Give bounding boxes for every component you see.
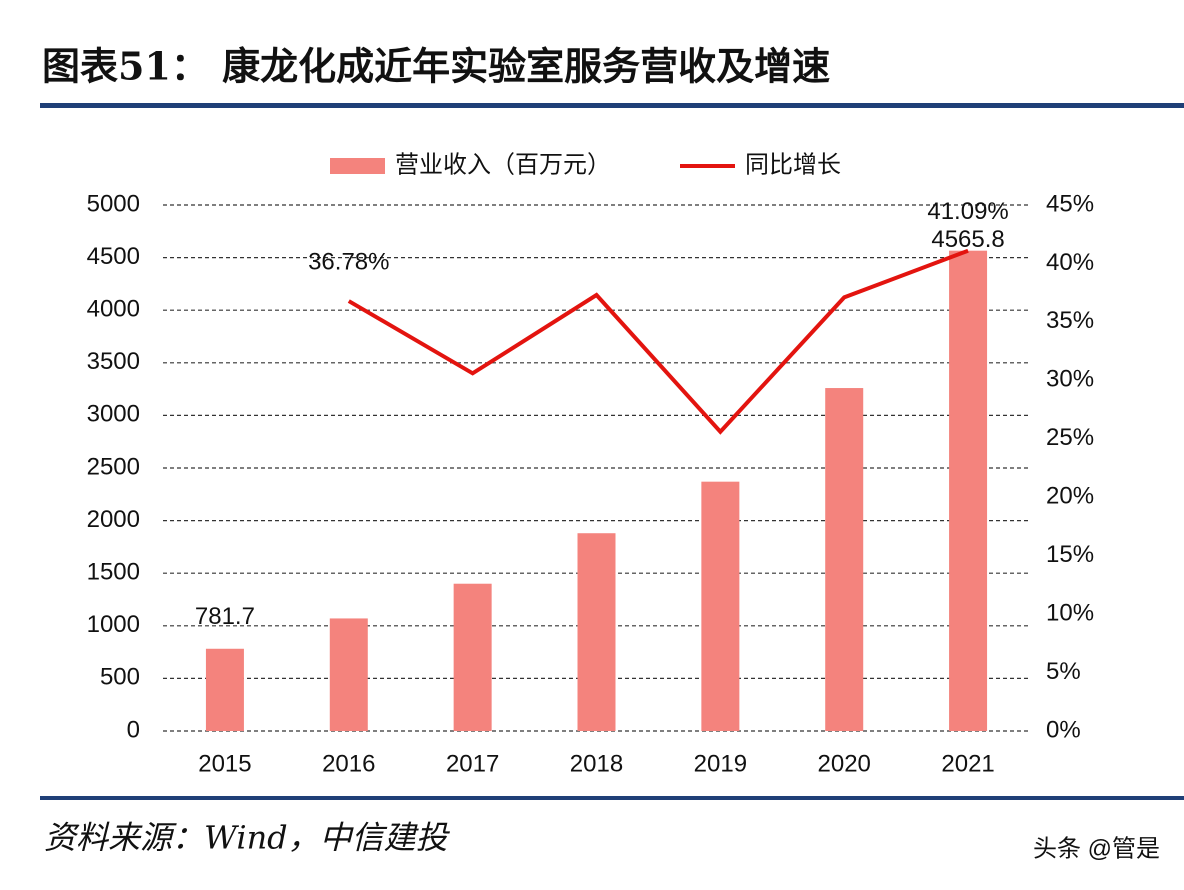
- bar: [453, 583, 492, 731]
- title-rule: [40, 103, 1184, 108]
- source: 资料来源：Wind，中信建投: [44, 819, 451, 857]
- y-tick-label: 2500: [87, 453, 140, 480]
- data-label: 36.78%: [308, 248, 389, 275]
- bar: [949, 250, 988, 731]
- y2-tick-label: 35%: [1046, 307, 1094, 334]
- y2-tick-label: 5%: [1046, 658, 1081, 685]
- y-tick-label: 1500: [87, 559, 140, 586]
- bar: [701, 481, 740, 731]
- line-series: [347, 248, 969, 435]
- bar: [205, 648, 244, 731]
- bar: [825, 388, 864, 731]
- legend-label: 同比增长: [745, 151, 841, 178]
- data-label: 781.7: [195, 603, 255, 630]
- x-tick-label: 2019: [694, 750, 747, 777]
- y-tick-label: 4500: [87, 243, 140, 270]
- y-tick-label: 2000: [87, 506, 140, 533]
- legend-swatch: [330, 158, 385, 174]
- y2-tick-label: 30%: [1046, 366, 1094, 393]
- y2-tick-label: 20%: [1046, 483, 1094, 510]
- x-tick-label: 2015: [198, 750, 251, 777]
- y-tick-label: 500: [100, 664, 140, 691]
- y2-tick-label: 10%: [1046, 599, 1094, 626]
- x-tick-label: 2020: [818, 750, 871, 777]
- y-tick-label: 5000: [87, 190, 140, 217]
- y2-tick-label: 0%: [1046, 716, 1081, 743]
- legend-label: 营业收入（百万元）: [395, 151, 611, 178]
- y2-tick-label: 40%: [1046, 249, 1094, 276]
- y2-tick-label: 45%: [1046, 190, 1094, 217]
- watermark: 头条 @管是: [1033, 835, 1160, 862]
- y2-tick-label: 15%: [1046, 541, 1094, 568]
- bar: [577, 533, 616, 731]
- data-label: 4565.8: [931, 226, 1004, 253]
- x-tick-label: 2016: [322, 750, 375, 777]
- x-tick-label: 2021: [941, 750, 994, 777]
- data-label: 41.09%: [927, 198, 1008, 225]
- y-tick-label: 4000: [87, 296, 140, 323]
- x-tick-label: 2017: [446, 750, 499, 777]
- y-tick-label: 3500: [87, 348, 140, 375]
- x-tick-label: 2018: [570, 750, 623, 777]
- y-tick-label: 1000: [87, 611, 140, 638]
- footer-rule: [40, 796, 1184, 800]
- chart-title: 图表51： 康龙化成近年实验室服务营收及增速: [42, 44, 830, 89]
- y-tick-label: 0: [127, 716, 140, 743]
- y2-tick-label: 25%: [1046, 424, 1094, 451]
- y-tick-label: 3000: [87, 401, 140, 428]
- bar: [329, 618, 368, 731]
